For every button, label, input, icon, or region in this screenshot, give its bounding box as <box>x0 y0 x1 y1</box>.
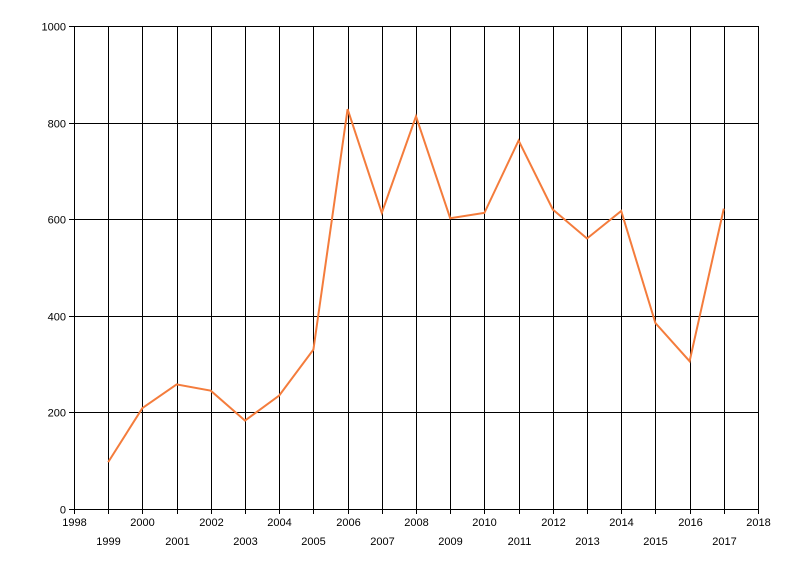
x-tick-label: 2012 <box>541 517 565 529</box>
x-tick-label: 2018 <box>746 517 770 529</box>
x-tick-label: 2015 <box>643 536 667 548</box>
y-tick-label: 600 <box>48 215 66 227</box>
x-tick-label: 2010 <box>472 517 496 529</box>
x-tick-label: 2000 <box>130 517 154 529</box>
x-tick-label: 2014 <box>609 517 633 529</box>
x-tick-label: 1998 <box>62 517 86 529</box>
x-tick-label: 2002 <box>199 517 223 529</box>
x-tick-label: 2008 <box>404 517 428 529</box>
y-tick-label: 800 <box>48 119 66 131</box>
y-tick-label: 200 <box>48 408 66 420</box>
x-tick-label: 2006 <box>336 517 360 529</box>
x-tick-label: 2017 <box>712 536 736 548</box>
x-tick-label: 2013 <box>575 536 599 548</box>
x-tick-label: 2007 <box>370 536 394 548</box>
x-axis-ticks: 1998 1999 2000 2001 2002 2003 2004 2005 2006 2007… <box>62 509 771 548</box>
x-tick-label: 2001 <box>165 536 189 548</box>
x-tick-label: 1999 <box>96 536 120 548</box>
x-tick-label: 2003 <box>233 536 257 548</box>
x-tick-label: 2005 <box>301 536 325 548</box>
y-tick-label: 400 <box>48 312 66 324</box>
y-axis-ticks: 0 200 400 600 800 1000 <box>42 22 74 517</box>
x-tick-label: 2004 <box>267 517 291 529</box>
x-tick-label: 2011 <box>508 536 532 548</box>
x-tick-label: 2016 <box>678 517 702 529</box>
y-tick-label: 1000 <box>42 22 66 34</box>
y-tick-label: 0 <box>60 505 66 517</box>
series-layer <box>107 108 725 463</box>
x-tick-label: 2009 <box>438 536 462 548</box>
